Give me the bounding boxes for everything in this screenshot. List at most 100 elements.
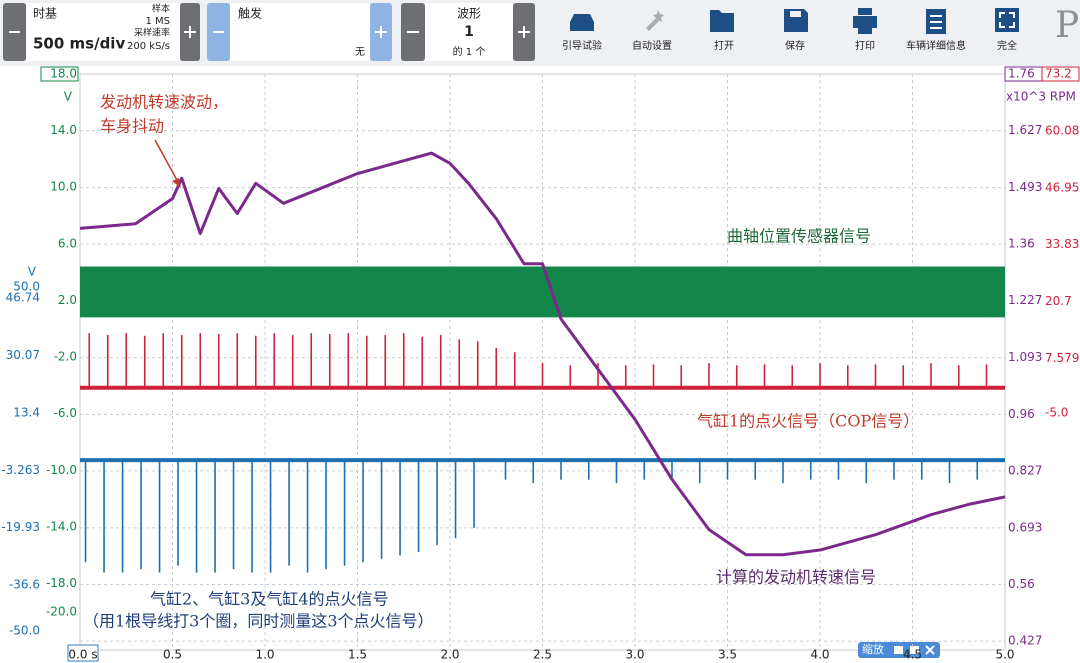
y-tick-label: 1.36: [1008, 237, 1035, 251]
scale-marker-box: [1041, 66, 1080, 82]
toolbar-button-label[interactable]: 保存: [785, 39, 805, 52]
y-tick-label: 0.827: [1008, 463, 1042, 477]
axis-unit: x10^3 RPM: [1006, 90, 1076, 104]
x-tick-label: 4.0: [810, 648, 829, 662]
y-tick-label: 10.0: [50, 180, 77, 194]
y-tick-label: -5.0: [1045, 405, 1068, 419]
annotation: 发动机转速波动，: [100, 93, 228, 112]
zoom-out[interactable]: [910, 646, 919, 654]
y-tick-label: -14.0: [46, 519, 77, 533]
y-tick-label: -10.0: [46, 463, 77, 477]
y-tick-label: -20.0: [46, 604, 77, 618]
waveform-box[interactable]: [425, 3, 513, 61]
y-tick-label: 18.0: [50, 67, 77, 81]
y-tick-label: 0.427: [1008, 634, 1042, 648]
y-tick-label: 6.0: [58, 236, 77, 250]
toolbar-button-label[interactable]: 引导试验: [562, 39, 602, 52]
plus-icon: [184, 26, 196, 38]
print-icon: [853, 8, 877, 34]
arrow-head: [172, 178, 181, 188]
toolbar-button-label[interactable]: 打开: [714, 39, 734, 52]
timebase-label: 时基: [33, 7, 57, 21]
x-tick-label: 0.5: [163, 648, 182, 662]
x-tick-label: 3.5: [718, 648, 737, 662]
axis-unit: V: [28, 265, 37, 279]
zoom-close[interactable]: [925, 645, 935, 655]
y-tick-label: 0.693: [1008, 520, 1042, 534]
plus-icon: [518, 26, 530, 38]
toolbar-button-label[interactable]: 完全: [997, 39, 1017, 52]
car-icon: [570, 14, 594, 31]
x-tick-label: 4.5: [903, 648, 922, 662]
rpm-trace: [79, 151, 1006, 557]
y-tick-label: 1.493: [1008, 180, 1042, 194]
y-tick-label: 60.08: [1045, 123, 1079, 137]
rate-label: 采样速率: [134, 27, 170, 39]
waveform-label: 波形: [457, 7, 481, 21]
y-tick-label: 20.7: [1045, 294, 1072, 308]
y-tick-label: 2.0: [58, 293, 77, 307]
annotation: 车身抖动: [100, 117, 164, 136]
trigger-box[interactable]: [230, 3, 370, 61]
fullscreen-icon: [995, 8, 1019, 32]
zoom-in[interactable]: [894, 646, 903, 654]
x-tick-label: 3.0: [625, 648, 644, 662]
y-tick-label: 0.56: [1008, 577, 1035, 591]
x-tick-label: 1.5: [348, 648, 367, 662]
y-tick-label: 1.627: [1008, 123, 1042, 137]
y-tick-label: -2.0: [54, 350, 77, 364]
annotation: （用1根导线打3个圈，同时测量这3个点火信号）: [83, 612, 434, 631]
folder-icon: [710, 10, 734, 32]
annotation: 气缸2、气缸3及气缸4的点火信号: [150, 590, 389, 609]
y-tick-label: -19.93: [1, 520, 40, 534]
wand-icon: [646, 10, 664, 31]
y-tick-label: 14.0: [50, 123, 77, 137]
y-tick-label: -50.0: [9, 624, 40, 638]
clipboard-lines: [930, 15, 942, 29]
crank-signal-band: [80, 266, 1005, 318]
annotation: 计算的发动机转速信号: [716, 568, 876, 587]
zoom-label: 缩放: [862, 642, 884, 656]
annotation: 曲轴位置传感器信号: [727, 227, 871, 246]
y-tick-label: -6.0: [54, 406, 77, 420]
y-tick-label: 0.96: [1008, 407, 1035, 421]
time-marker-box: [67, 644, 99, 662]
y-tick-label: 30.07: [6, 348, 40, 362]
annotation-arrow: [154, 139, 179, 183]
x-tick-label: 2.0: [440, 648, 459, 662]
icons: [570, 8, 1019, 34]
x-tick-label: 2.5: [533, 648, 552, 662]
waveform-count: 的 1 个: [453, 45, 486, 58]
x-tick-label: 0.0 s: [68, 648, 97, 662]
y-tick-label: 1.093: [1008, 350, 1042, 364]
plus-icon: [375, 26, 387, 38]
fullscreen-corners: [999, 12, 1015, 28]
y-tick-label: -18.0: [46, 576, 77, 590]
timebase-box[interactable]: [26, 3, 180, 61]
y-tick-label: 73.2: [1045, 67, 1072, 81]
timebase-value: 500 ms/div: [33, 35, 125, 53]
trigger-value: 无: [355, 47, 365, 58]
save-slot: [790, 11, 801, 17]
logo: P: [1055, 5, 1079, 46]
rate-value: 200 kS/s: [127, 41, 170, 52]
x-tick-label: 1.0: [255, 648, 274, 662]
waveform-value: 1: [464, 24, 474, 40]
y-tick-label: 13.4: [13, 405, 40, 419]
y-tick-label: -3.263: [1, 463, 40, 477]
toolbar-button-label[interactable]: 打印: [855, 39, 875, 52]
y-tick-label: 46.74: [6, 291, 40, 305]
y-tick-label: 33.83: [1045, 237, 1079, 251]
trigger-label: 触发: [238, 6, 262, 21]
samples-value: 1 MS: [145, 16, 170, 27]
y-tick-label: 50.0: [13, 279, 40, 293]
y-tick-label: 1.76: [1008, 67, 1035, 81]
x-tick-label: 5.0: [995, 648, 1014, 662]
y-tick-label: 7.579: [1045, 351, 1079, 365]
annotation: 气缸1的点火信号（COP信号）: [697, 412, 919, 431]
y-tick-label: 1.227: [1008, 293, 1042, 307]
scale-marker-box: [40, 66, 79, 82]
toolbar-button-label[interactable]: 车辆详细信息: [906, 39, 966, 52]
toolbar-button-label[interactable]: 自动设置: [632, 39, 672, 52]
